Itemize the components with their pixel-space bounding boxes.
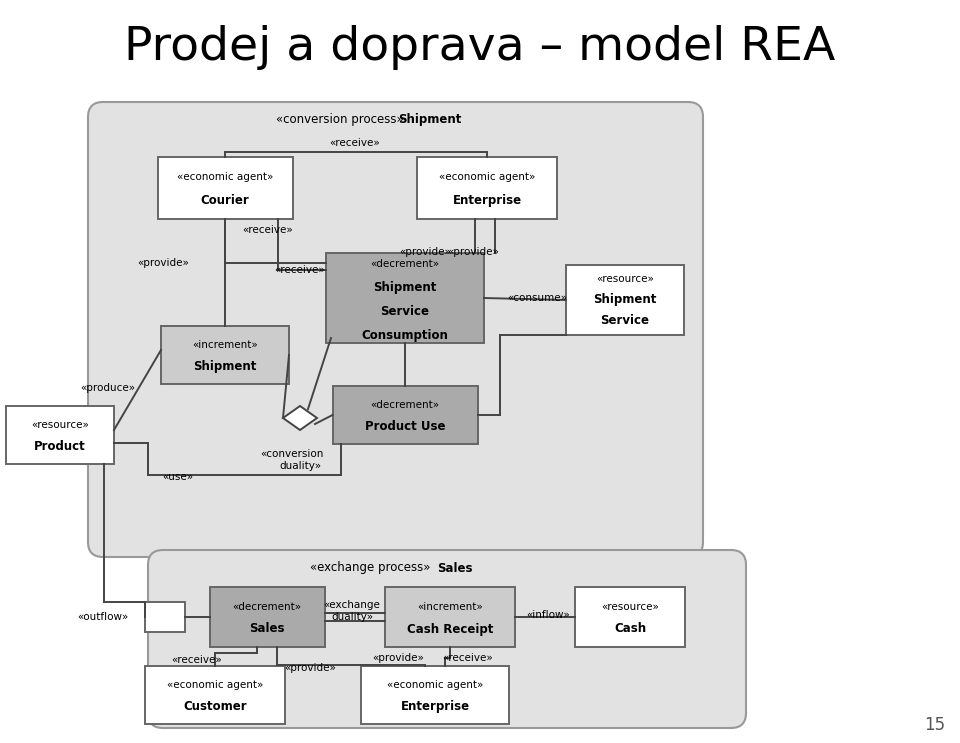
- Text: «decrement»: «decrement»: [371, 259, 440, 269]
- FancyBboxPatch shape: [6, 406, 114, 464]
- Polygon shape: [283, 406, 317, 430]
- Text: Service: Service: [380, 305, 429, 318]
- Text: Cash Receipt: Cash Receipt: [407, 623, 493, 635]
- Text: «provide»: «provide»: [447, 247, 499, 257]
- Text: «decrement»: «decrement»: [371, 400, 440, 410]
- Text: «inflow»: «inflow»: [526, 610, 570, 620]
- Text: Shipment: Shipment: [593, 293, 657, 307]
- FancyBboxPatch shape: [161, 326, 289, 384]
- FancyBboxPatch shape: [332, 386, 477, 444]
- Text: «increment»: «increment»: [192, 340, 258, 350]
- Text: «conversion: «conversion: [260, 449, 324, 459]
- Text: «receive»: «receive»: [275, 265, 325, 275]
- Text: «economic agent»: «economic agent»: [439, 172, 535, 183]
- Text: «economic agent»: «economic agent»: [167, 680, 263, 690]
- Text: Prodej a doprava – model REA: Prodej a doprava – model REA: [124, 25, 836, 71]
- Text: Consumption: Consumption: [362, 329, 448, 343]
- Text: «conversion process»: «conversion process»: [276, 114, 404, 126]
- Text: «decrement»: «decrement»: [232, 602, 301, 611]
- Text: «resource»: «resource»: [596, 274, 654, 284]
- Text: «exchange: «exchange: [324, 600, 380, 610]
- Text: «receive»: «receive»: [443, 653, 493, 663]
- Text: «provide»: «provide»: [284, 663, 336, 673]
- FancyBboxPatch shape: [148, 550, 746, 728]
- Text: «outflow»: «outflow»: [78, 612, 129, 622]
- Text: Cash: Cash: [614, 623, 646, 635]
- Text: Customer: Customer: [183, 700, 247, 713]
- FancyBboxPatch shape: [145, 666, 285, 724]
- FancyBboxPatch shape: [157, 157, 293, 219]
- Text: Shipment: Shipment: [373, 281, 437, 293]
- FancyBboxPatch shape: [361, 666, 509, 724]
- FancyBboxPatch shape: [417, 157, 557, 219]
- Text: Sales: Sales: [250, 623, 285, 635]
- FancyBboxPatch shape: [385, 587, 515, 647]
- Text: Enterprise: Enterprise: [400, 700, 469, 713]
- Text: Product: Product: [35, 440, 85, 453]
- FancyBboxPatch shape: [575, 587, 685, 647]
- Text: «economic agent»: «economic agent»: [387, 680, 483, 690]
- Text: Shipment: Shipment: [398, 114, 462, 126]
- Text: «provide»: «provide»: [372, 653, 424, 663]
- FancyBboxPatch shape: [209, 587, 324, 647]
- Text: Sales: Sales: [437, 562, 472, 574]
- FancyBboxPatch shape: [566, 265, 684, 335]
- Text: Service: Service: [601, 314, 650, 328]
- Text: Enterprise: Enterprise: [452, 194, 521, 207]
- Text: Shipment: Shipment: [193, 360, 256, 373]
- Text: «increment»: «increment»: [418, 602, 483, 611]
- FancyBboxPatch shape: [88, 102, 703, 557]
- Text: «resource»: «resource»: [601, 602, 659, 611]
- FancyBboxPatch shape: [145, 602, 185, 632]
- Text: «receive»: «receive»: [172, 655, 223, 665]
- Text: «receive»: «receive»: [329, 138, 380, 148]
- Text: «exchange process»: «exchange process»: [310, 562, 430, 574]
- Text: 15: 15: [924, 716, 946, 734]
- Text: «produce»: «produce»: [81, 383, 135, 393]
- Text: duality»: duality»: [331, 612, 373, 622]
- Text: duality»: duality»: [279, 461, 321, 471]
- Text: «consume»: «consume»: [507, 293, 567, 303]
- Text: «provide»: «provide»: [399, 247, 451, 257]
- Text: «resource»: «resource»: [31, 420, 89, 430]
- Text: «use»: «use»: [162, 472, 194, 482]
- Text: «provide»: «provide»: [137, 258, 189, 268]
- Text: Product Use: Product Use: [365, 420, 445, 433]
- Text: «economic agent»: «economic agent»: [177, 172, 274, 183]
- FancyBboxPatch shape: [326, 253, 484, 343]
- Text: «receive»: «receive»: [243, 225, 294, 235]
- Text: Courier: Courier: [201, 194, 250, 207]
